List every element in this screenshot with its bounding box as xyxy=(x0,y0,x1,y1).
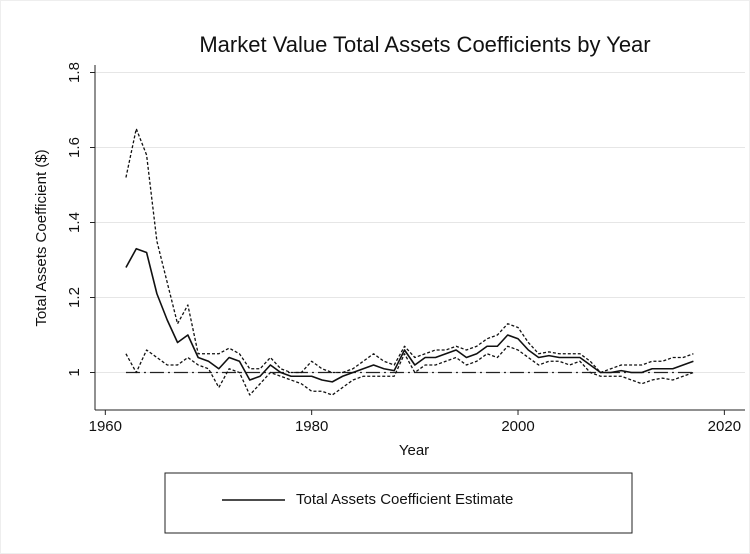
legend xyxy=(164,472,633,534)
y-tick-label: 1.4 xyxy=(66,212,83,233)
y-tick-label: 1.8 xyxy=(66,62,83,83)
x-tick-label: 1960 xyxy=(89,418,122,435)
y-tick-label: 1.6 xyxy=(66,137,83,158)
chart-title: Market Value Total Assets Coefficients b… xyxy=(199,32,650,57)
y-tick-label: 1 xyxy=(66,368,83,376)
legend-label: Total Assets Coefficient Estimate xyxy=(296,491,513,508)
confidence-line xyxy=(125,345,694,396)
estimate-line xyxy=(125,247,694,383)
confidence-line xyxy=(125,128,694,374)
x-tick-label: 1980 xyxy=(295,418,328,435)
y-tick-label: 1.2 xyxy=(66,287,83,308)
x-tick-label: 2020 xyxy=(708,418,741,435)
x-tick-label: 2000 xyxy=(501,418,534,435)
x-axis-label: Year xyxy=(399,442,429,459)
y-axis-label: Total Assets Coefficient ($) xyxy=(33,149,50,326)
